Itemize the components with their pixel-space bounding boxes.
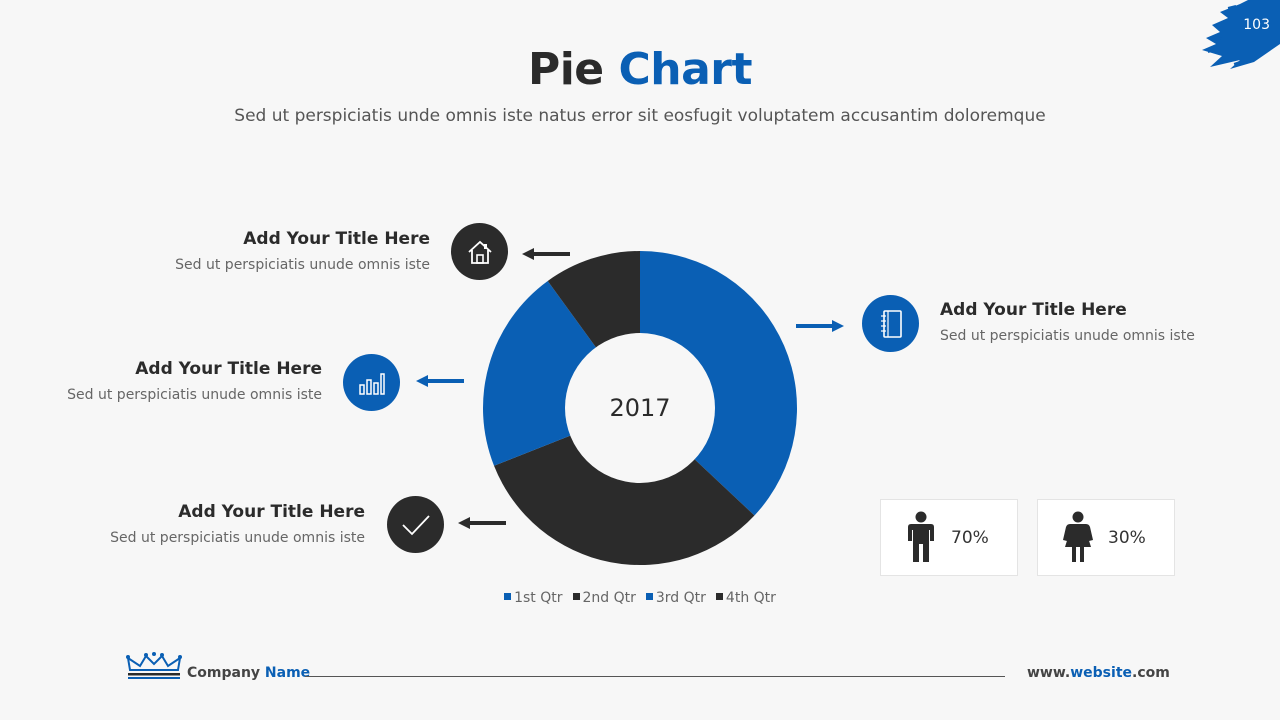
legend-swatch-1 xyxy=(504,592,512,600)
legend-item-2: 2nd Qtr xyxy=(572,590,636,606)
website-part1: www. xyxy=(1027,665,1071,681)
checkmark-icon xyxy=(401,514,430,535)
bar-chart-icon-circle xyxy=(343,354,400,411)
page-number-badge: 103 xyxy=(1200,0,1280,72)
website-part2: website xyxy=(1070,665,1133,681)
callout-1-desc: Sed ut perspiciatis unude omnis iste xyxy=(175,257,430,273)
title-part-accent: Chart xyxy=(618,44,753,95)
legend-swatch-4 xyxy=(715,592,723,600)
legend-swatch-3 xyxy=(645,592,653,600)
footer-divider xyxy=(305,676,1005,677)
home-icon xyxy=(467,240,492,264)
company-name: Company Name xyxy=(187,665,310,681)
stat-value-female: 30% xyxy=(1108,528,1146,548)
chart-center-hole xyxy=(565,333,715,483)
legend-item-1: 1st Qtr xyxy=(504,590,563,606)
arrow-right-blue xyxy=(796,320,844,332)
male-figure-icon xyxy=(908,511,934,562)
page-number: 103 xyxy=(1243,17,1270,33)
title-part-dark: Pie xyxy=(527,44,604,95)
callout-3-title: Add Your Title Here xyxy=(178,502,365,522)
legend-swatch-2 xyxy=(572,592,580,600)
legend-item-3: 3rd Qtr xyxy=(645,590,706,606)
callout-4-title: Add Your Title Here xyxy=(940,300,1127,320)
stat-card-female: 30% xyxy=(1037,499,1175,576)
callout-3: Add Your Title Here Sed ut perspiciatis … xyxy=(110,502,365,546)
chart-legend: 1st Qtr 2nd Qtr 3rd Qtr 4th Qtr xyxy=(0,590,1280,606)
legend-label-2: 2nd Qtr xyxy=(582,590,636,606)
legend-label-4: 4th Qtr xyxy=(725,590,776,606)
notebook-icon xyxy=(880,309,902,338)
female-figure-icon xyxy=(1063,511,1093,562)
home-icon-circle xyxy=(451,223,508,280)
bar-chart-icon xyxy=(358,372,385,395)
chart-center-label: 2017 xyxy=(609,394,670,422)
company-name-part1: Company xyxy=(187,665,261,681)
notebook-icon-circle xyxy=(862,295,919,352)
callout-1: Add Your Title Here Sed ut perspiciatis … xyxy=(175,229,430,273)
legend-item-4: 4th Qtr xyxy=(715,590,776,606)
legend-label-1: 1st Qtr xyxy=(514,590,563,606)
callout-4-desc: Sed ut perspiciatis unude omnis iste xyxy=(940,328,1195,344)
brush-stroke-icon xyxy=(1202,0,1280,69)
callout-2: Add Your Title Here Sed ut perspiciatis … xyxy=(67,359,322,403)
legend-label-3: 3rd Qtr xyxy=(655,590,706,606)
crown-logo-icon xyxy=(126,652,182,679)
page-subtitle: Sed ut perspiciatis unde omnis iste natu… xyxy=(234,106,1046,126)
pie-slice-1 xyxy=(640,251,797,516)
callout-3-desc: Sed ut perspiciatis unude omnis iste xyxy=(110,530,365,546)
callout-2-title: Add Your Title Here xyxy=(135,359,322,379)
stat-value-male: 70% xyxy=(951,528,989,548)
page-title: Pie Chart xyxy=(0,44,1280,95)
callout-1-title: Add Your Title Here xyxy=(243,229,430,249)
website-part3: .com xyxy=(1132,665,1170,681)
company-name-part2: Name xyxy=(264,665,311,681)
arrow-left-blue xyxy=(416,375,464,387)
arrow-left-dark-2 xyxy=(458,517,506,529)
pie-slice-2 xyxy=(494,408,755,565)
callout-2-desc: Sed ut perspiciatis unude omnis iste xyxy=(67,387,322,403)
stat-card-male: 70% xyxy=(880,499,1018,576)
arrow-left-dark-1 xyxy=(522,248,570,260)
callout-4: Add Your Title Here Sed ut perspiciatis … xyxy=(940,300,1195,344)
website-link[interactable]: www.website.com xyxy=(1027,665,1170,681)
checkmark-icon-circle xyxy=(387,496,444,553)
